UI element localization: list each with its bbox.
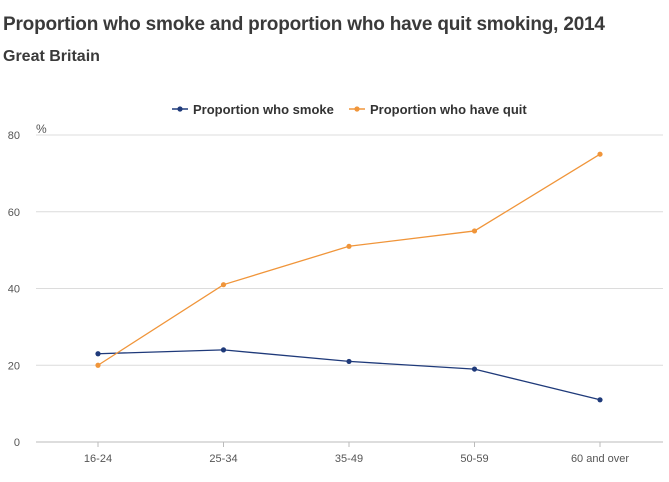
y-axis-unit-label: % xyxy=(36,122,47,136)
y-tick-label: 80 xyxy=(8,130,20,142)
series-line xyxy=(97,349,601,401)
legend-label[interactable]: Proportion who have quit xyxy=(370,102,527,117)
x-tick-label: 35-49 xyxy=(335,453,363,465)
x-tick-label: 50-59 xyxy=(460,453,488,465)
series-line xyxy=(97,153,601,366)
data-point xyxy=(220,347,227,353)
chart-subtitle: Great Britain xyxy=(3,48,100,65)
legend-label[interactable]: Proportion who smoke xyxy=(193,102,334,117)
data-point xyxy=(597,397,603,403)
legend-marker xyxy=(354,106,360,112)
series-lines xyxy=(95,151,603,403)
data-point xyxy=(95,362,101,368)
legend: Proportion who smoke Proportion who have … xyxy=(172,102,527,117)
y-tick-label: 0 xyxy=(14,437,20,449)
x-tick-label: 16-24 xyxy=(84,453,112,465)
x-axis: 16-24 25-34 35-49 50-59 60 and over xyxy=(84,442,629,465)
chart-title: Proportion who smoke and proportion who … xyxy=(3,14,605,35)
gridlines xyxy=(36,134,663,443)
data-point xyxy=(346,358,352,365)
y-tick-label: 20 xyxy=(8,360,20,372)
legend-marker xyxy=(177,106,183,112)
x-tick-label: 60 and over xyxy=(571,453,629,465)
data-point xyxy=(471,228,478,234)
x-tick-label: 25-34 xyxy=(209,453,237,465)
data-point xyxy=(220,282,227,288)
data-point xyxy=(597,151,603,157)
y-tick-label: 60 xyxy=(8,207,20,219)
y-axis-ticks: 0 20 40 60 80 xyxy=(8,130,20,449)
data-point xyxy=(346,243,352,249)
data-point xyxy=(95,351,101,357)
y-tick-label: 40 xyxy=(8,284,20,296)
data-point xyxy=(471,366,478,372)
